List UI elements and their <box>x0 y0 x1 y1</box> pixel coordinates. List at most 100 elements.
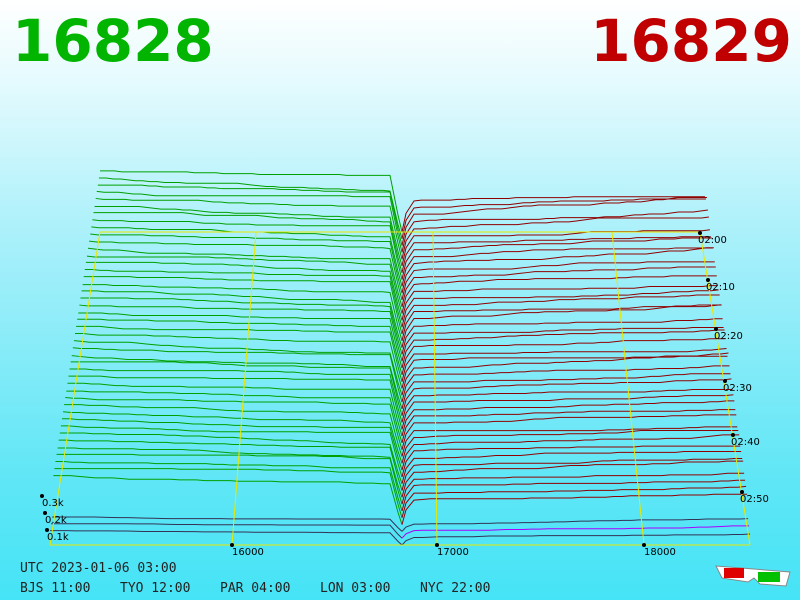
bid-line <box>51 523 403 539</box>
bid-line <box>86 255 403 314</box>
green-lens <box>758 572 780 582</box>
bid-line <box>67 382 403 437</box>
bid-line <box>92 219 403 280</box>
bid-line <box>70 361 403 416</box>
bid-line <box>84 269 403 328</box>
ask-line <box>401 365 730 403</box>
bid-line <box>65 396 403 450</box>
bid-line <box>59 432 403 484</box>
marker-dot <box>698 231 702 235</box>
ask-line <box>401 196 707 246</box>
time-label: 02:20 <box>714 331 743 342</box>
zone-time: BJS 11:00 <box>20 581 90 596</box>
ask-line <box>401 198 706 239</box>
bid-line <box>60 425 403 478</box>
bid-line <box>97 184 403 246</box>
ask-line <box>401 457 743 491</box>
bid-line <box>68 375 403 430</box>
time-label: 02:10 <box>706 282 735 293</box>
ask-line <box>401 378 732 416</box>
marker-dot <box>43 511 47 515</box>
ask-line <box>401 338 726 376</box>
floor-edge <box>49 231 101 546</box>
zone-time: NYC 22:00 <box>420 581 490 596</box>
bid-line <box>100 170 403 233</box>
volume-label: 0.1k <box>47 532 69 543</box>
ask-line <box>401 236 711 273</box>
bid-line <box>93 212 403 273</box>
ask-line <box>401 247 714 294</box>
bid-line <box>81 290 403 348</box>
ask-line <box>401 327 724 362</box>
ask-line <box>401 275 717 314</box>
bid-line <box>55 460 403 512</box>
ask-line <box>401 409 736 444</box>
volume-label: 0.2k <box>45 515 67 526</box>
marker-dot <box>714 327 718 331</box>
bid-line <box>75 333 403 389</box>
bid-line <box>52 516 403 532</box>
ask-line <box>401 434 740 471</box>
ask-line <box>401 460 744 498</box>
ask-line <box>401 430 739 464</box>
bid-line <box>66 390 403 444</box>
marker-dot <box>230 543 234 547</box>
bid-line <box>83 276 403 335</box>
bid-line <box>54 468 403 518</box>
marker-dot <box>40 494 44 498</box>
ask-line <box>401 304 721 341</box>
ask-line <box>401 196 705 233</box>
time-label: 02:50 <box>740 494 769 505</box>
volume-label: 0.3k <box>42 498 64 509</box>
price-label: 18000 <box>644 547 676 558</box>
price-grid <box>231 231 257 546</box>
ask-line <box>401 329 725 369</box>
ask-line <box>401 493 748 525</box>
bid-line <box>80 297 403 355</box>
zone-time: TYO 12:00 <box>120 581 190 596</box>
bid-line <box>61 418 403 471</box>
ask-line <box>401 304 722 348</box>
ask-line <box>401 414 737 450</box>
ask-line <box>401 352 729 396</box>
ask-line <box>401 479 746 512</box>
ask-line <box>401 388 733 423</box>
zone-time: PAR 04:00 <box>220 581 290 596</box>
time-label: 02:00 <box>698 235 727 246</box>
ask-line <box>401 394 734 430</box>
bid-line <box>89 240 403 301</box>
bid-line <box>87 247 403 307</box>
bid-line <box>78 312 403 369</box>
marker-dot <box>45 528 49 532</box>
ask-line <box>401 533 751 546</box>
red-lens <box>724 568 744 578</box>
bid-line <box>85 261 403 321</box>
ask-line <box>401 355 728 389</box>
bid-line <box>90 233 403 294</box>
ask-line <box>401 445 741 478</box>
ask-price: 16829 <box>590 7 792 75</box>
bid-line <box>96 190 403 253</box>
ask-line <box>401 525 750 539</box>
price-label: 17000 <box>437 547 469 558</box>
bid-line <box>56 453 403 505</box>
bid-line <box>72 347 403 403</box>
marker-dot <box>740 490 744 494</box>
bid-line <box>58 439 403 491</box>
marker-dot <box>731 433 735 437</box>
ask-line <box>401 347 727 382</box>
ask-line <box>401 237 712 280</box>
ask-line <box>401 289 719 328</box>
ask-line <box>401 209 709 253</box>
bid-line <box>73 340 403 396</box>
bid-line <box>50 530 403 546</box>
depth-lines <box>50 170 751 546</box>
bid-line <box>77 318 403 376</box>
utc-time: UTC 2023-01-06 03:00 <box>20 561 177 576</box>
ask-line <box>401 426 738 457</box>
ask-line <box>401 318 723 355</box>
price-label: 16000 <box>232 547 264 558</box>
marker-dot <box>435 543 439 547</box>
zone-time: LON 03:00 <box>320 581 390 596</box>
ask-line <box>401 400 735 437</box>
